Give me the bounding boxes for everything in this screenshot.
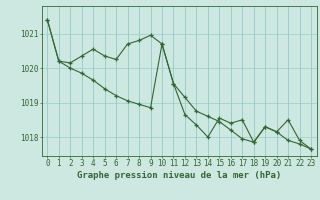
X-axis label: Graphe pression niveau de la mer (hPa): Graphe pression niveau de la mer (hPa) xyxy=(77,171,281,180)
